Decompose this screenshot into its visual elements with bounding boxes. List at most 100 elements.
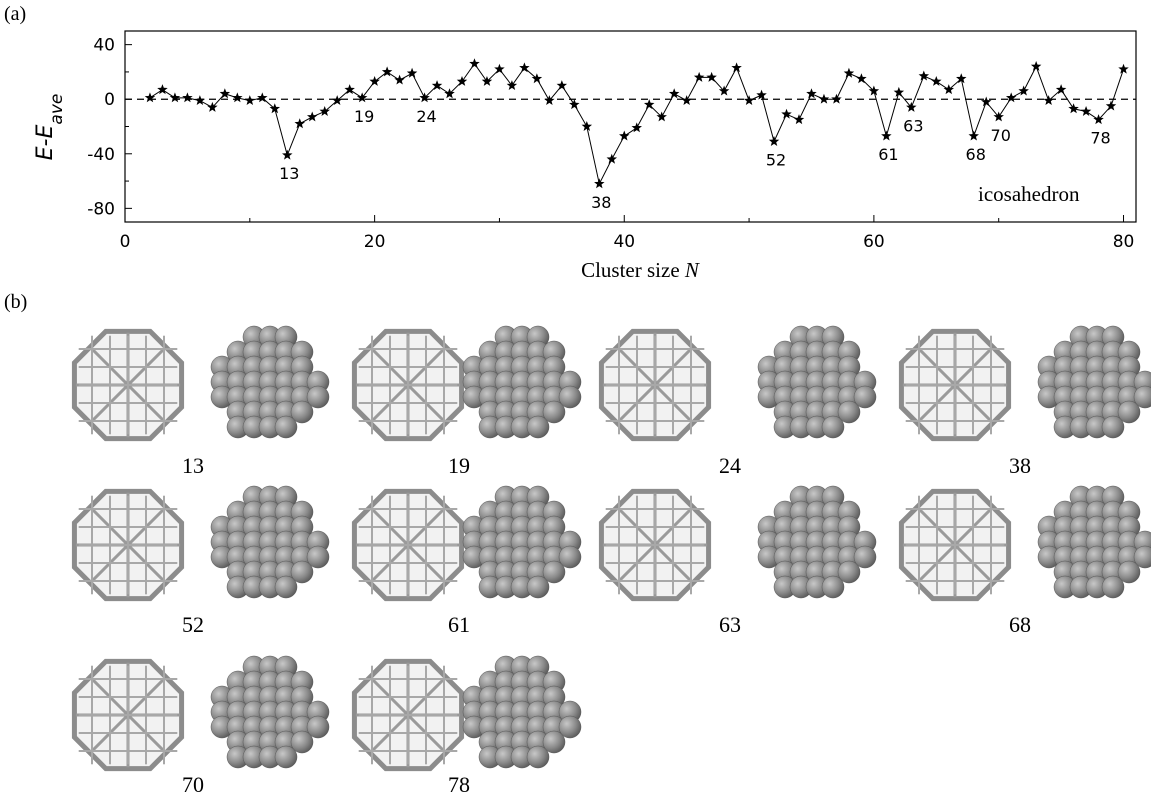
data-point <box>1118 64 1128 74</box>
point-label: 13 <box>279 164 299 183</box>
data-point <box>756 90 766 100</box>
data-point <box>532 73 542 83</box>
data-point <box>307 111 317 121</box>
data-point <box>295 118 305 128</box>
cluster-label: 52 <box>182 612 204 637</box>
data-point <box>969 131 979 141</box>
y-axis-label: E-Eave <box>33 94 67 161</box>
x-axis-label: Cluster size N <box>581 258 700 282</box>
x-tick-label: 20 <box>364 232 386 252</box>
atom <box>822 576 844 598</box>
cluster-illustration <box>354 656 581 769</box>
data-point <box>669 88 679 98</box>
data-point <box>619 131 629 141</box>
point-label: 68 <box>966 145 986 164</box>
point-label: 24 <box>416 107 436 126</box>
data-point <box>282 150 292 160</box>
y-tick-label: 0 <box>104 90 115 110</box>
atom <box>275 746 297 768</box>
atom <box>527 576 549 598</box>
cluster-illustration <box>74 656 329 769</box>
data-point <box>831 94 841 104</box>
data-point <box>195 95 205 105</box>
data-point <box>1006 92 1016 102</box>
cluster-label: 38 <box>1009 453 1031 478</box>
data-point <box>607 154 617 164</box>
data-point <box>1031 61 1041 71</box>
panel-label: (a) <box>4 3 26 25</box>
y-tick-label: -80 <box>87 199 115 219</box>
data-point <box>981 96 991 106</box>
point-label: 78 <box>1090 129 1110 148</box>
data-point <box>806 88 816 98</box>
panel-label: (b) <box>4 291 27 313</box>
cluster-illustration <box>74 486 329 599</box>
cluster-label: 78 <box>448 772 470 797</box>
data-point <box>557 80 567 90</box>
data-point <box>844 68 854 78</box>
atom <box>1102 416 1124 438</box>
data-point <box>944 84 954 94</box>
y-label-main: E-E <box>33 125 58 161</box>
data-point <box>681 95 691 105</box>
data-point <box>145 92 155 102</box>
note: icosahedron <box>978 182 1080 206</box>
y-tick-label: -40 <box>87 145 115 165</box>
data-point <box>819 94 829 104</box>
atom <box>527 416 549 438</box>
data-point <box>232 92 242 102</box>
point-label: 19 <box>354 107 374 126</box>
atom <box>822 416 844 438</box>
cluster-label: 24 <box>719 453 741 478</box>
atom <box>275 416 297 438</box>
x-label-var: N <box>684 258 700 282</box>
data-point <box>1043 95 1053 105</box>
x-label-text: Cluster size <box>581 258 680 282</box>
y-tick-label: 40 <box>93 36 115 56</box>
point-label: 61 <box>878 145 898 164</box>
data-point <box>220 88 230 98</box>
cluster-illustration <box>354 326 581 439</box>
data-point <box>319 106 329 116</box>
cluster-illustration <box>601 326 876 439</box>
atom <box>1102 576 1124 598</box>
data-point <box>569 99 579 109</box>
data-point <box>744 95 754 105</box>
data-point <box>919 71 929 81</box>
data-point <box>469 58 479 68</box>
data-point <box>594 178 604 188</box>
atom <box>275 576 297 598</box>
cluster-illustration <box>74 326 329 439</box>
data-point <box>245 95 255 105</box>
data-point <box>407 68 417 78</box>
data-point <box>394 75 404 85</box>
data-point <box>582 121 592 131</box>
cluster-illustration <box>354 486 581 599</box>
x-tick-label: 60 <box>863 232 885 252</box>
x-tick-label: 80 <box>1113 232 1135 252</box>
data-point <box>170 92 180 102</box>
data-point <box>794 114 804 124</box>
cluster-label: 61 <box>448 612 470 637</box>
data-point <box>706 72 716 82</box>
x-tick-label: 0 <box>120 232 131 252</box>
data-point <box>894 87 904 97</box>
point-label: 38 <box>591 193 611 212</box>
cluster-label: 13 <box>182 453 204 478</box>
data-point <box>1068 103 1078 113</box>
data-point <box>1018 86 1028 96</box>
data-point <box>769 136 779 146</box>
figure: (a) (b) icosahedron Cluster size N E-Eav… <box>0 0 1151 800</box>
data-point <box>270 103 280 113</box>
data-point <box>881 131 891 141</box>
data-point <box>694 72 704 82</box>
data-point <box>182 92 192 102</box>
cluster-illustration <box>601 486 876 599</box>
cluster-illustration <box>901 486 1151 599</box>
cluster-label: 70 <box>182 772 204 797</box>
data-point <box>1106 101 1116 111</box>
y-label-sub: ave <box>47 94 67 125</box>
data-point <box>731 62 741 72</box>
cluster-label: 68 <box>1009 612 1031 637</box>
cluster-illustration <box>901 326 1151 439</box>
